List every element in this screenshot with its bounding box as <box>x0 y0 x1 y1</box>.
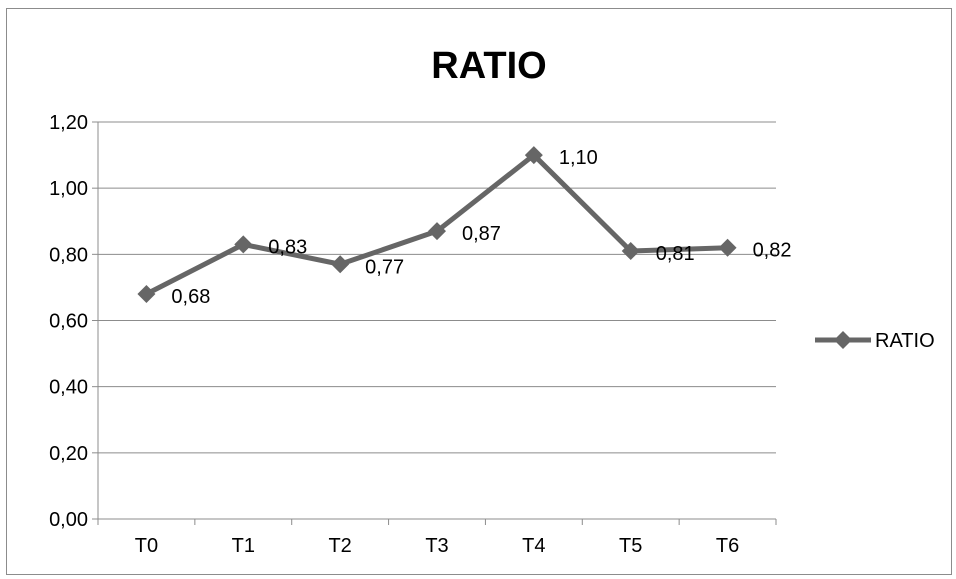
x-tick-label: T2 <box>328 535 351 557</box>
legend-marker <box>834 331 852 349</box>
y-tick-label: 0,00 <box>49 509 88 531</box>
y-tick-label: 1,20 <box>49 112 88 134</box>
y-tick-label: 0,60 <box>49 311 88 333</box>
y-tick-label: 0,40 <box>49 377 88 399</box>
data-labels: 0,68 0,83 0,77 0,87 1,10 0,81 0,82 <box>171 147 791 308</box>
data-point-marker <box>718 238 737 257</box>
data-point-marker <box>234 235 253 254</box>
x-tick-label: T6 <box>716 535 739 557</box>
x-tick-label: T0 <box>135 535 158 557</box>
data-point-marker <box>621 242 640 261</box>
legend-label: RATIO <box>875 330 935 352</box>
x-tick-label: T4 <box>522 535 545 557</box>
data-label: 0,83 <box>268 236 307 258</box>
chart-frame <box>6 8 952 575</box>
x-tick-label: T3 <box>425 535 448 557</box>
x-tick-label: T1 <box>232 535 255 557</box>
x-tick-label: T5 <box>619 535 642 557</box>
y-tick-label: 1,00 <box>49 178 88 200</box>
chart-title: RATIO <box>431 45 546 87</box>
axes: 0,00 0,20 0,40 0,60 0,80 1,00 1,20 T0 T1 T2 T3 T4 T5… <box>49 112 777 557</box>
data-label: 0,81 <box>656 243 695 265</box>
data-label: 1,10 <box>559 147 598 169</box>
data-label: 0,77 <box>365 256 404 278</box>
data-point-marker <box>428 222 446 241</box>
series-ratio <box>137 146 737 304</box>
legend: RATIO <box>815 330 935 352</box>
data-point-marker <box>137 285 156 304</box>
data-label: 0,82 <box>753 240 792 262</box>
data-label: 0,68 <box>171 286 210 308</box>
gridlines <box>98 121 776 454</box>
y-tick-label: 0,80 <box>49 244 88 266</box>
y-tick-label: 0,20 <box>49 443 88 465</box>
data-point-marker <box>524 146 543 165</box>
data-point-marker <box>331 255 350 274</box>
data-label: 0,87 <box>462 223 501 245</box>
